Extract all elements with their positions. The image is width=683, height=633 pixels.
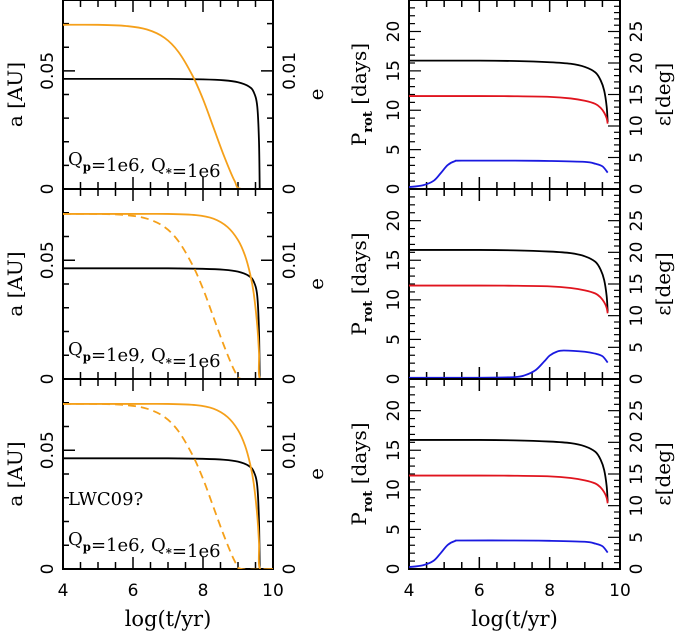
y-tick-label-right: 5 (627, 532, 647, 543)
series-line-P_red (409, 474, 609, 504)
series-line-P_rot (409, 439, 609, 502)
y-tick-label-left: 20 (384, 210, 404, 232)
y-tick-label-right: 20 (627, 52, 647, 74)
y-tick-label-right: 0 (280, 564, 300, 575)
y-tick-label-right: 15 (627, 273, 647, 295)
y-tick-label-right: 25 (627, 21, 647, 43)
y-tick-label-left: 10 (384, 289, 404, 311)
y-tick-label-right: 5 (627, 152, 647, 163)
y-tick-label-left: 0 (38, 564, 58, 575)
y-tick-label-left: 0.05 (38, 241, 58, 279)
y-axis-label-left: a [AU] (3, 251, 27, 316)
y-tick-label-right: 15 (627, 463, 647, 485)
panel-left-1: 0 0.05 0 0.01 a [AU] e Qp=1e6, Q*=1e6 (3, 0, 328, 194)
y-tick-label-left: 0 (384, 184, 404, 195)
panel-right-1: 0 5 10 15 20 0 5 10 15 20 25 Prot [days] ε[deg] (347, 0, 675, 194)
y-tick-label-right: 25 (627, 210, 647, 232)
series-line-eps (409, 539, 609, 568)
y-tick-label-left: 20 (384, 21, 404, 43)
y-tick-label-right: 10 (627, 305, 647, 327)
y-tick-label-left: 0 (384, 564, 404, 575)
x-tick-label: 8 (198, 581, 209, 601)
series-line-P_red (409, 284, 609, 314)
y-axis-label-left: Prot [days] (347, 43, 376, 146)
y-axis-label-right: e (304, 89, 328, 101)
panel-left-2: 0 0.05 0 0.01 a [AU] e Qp=1e9, Q*=1e6 (3, 188, 328, 385)
x-tick-label: 4 (404, 581, 415, 601)
series-line-P_red (409, 95, 609, 124)
y-tick-label-left: 15 (384, 439, 404, 461)
y-tick-label-left: 15 (384, 249, 404, 271)
y-tick-label-left: 10 (384, 99, 404, 121)
series-line-P_rot (409, 59, 609, 123)
y-tick-label-left: 10 (384, 479, 404, 501)
y-tick-label-right: 10 (627, 115, 647, 137)
y-axis-label-right: e (304, 468, 328, 480)
panel-right-2: 0 5 10 15 20 0 5 10 15 20 25 Prot [days] ε[deg] (347, 188, 675, 385)
y-tick-label-right: 0.01 (280, 241, 300, 279)
y-tick-label-left: 0.05 (38, 52, 58, 90)
y-tick-label-right: 0 (627, 184, 647, 195)
y-tick-label-right: 25 (627, 400, 647, 422)
y-tick-label-left: 0 (38, 184, 58, 195)
series-line-a (63, 77, 261, 189)
y-axis-label-right: ε[deg] (651, 442, 675, 505)
panel-annotation: LWC09? (68, 489, 143, 510)
panel-left-3: 0 0.05 0 0.01 a [AU] e LWC09? Qp=1e6, Q*=1e6 (3, 378, 328, 575)
series-line-e-dashed (63, 402, 273, 569)
series-line-e-dashed (63, 212, 273, 379)
y-axis-label-right: e (304, 278, 328, 290)
series-line-a (63, 267, 261, 379)
x-axis-label: log(t/yr) (125, 607, 212, 631)
x-tick-label: 8 (544, 581, 555, 601)
series-line-e (63, 402, 273, 569)
y-axis-label-right: ε[deg] (651, 252, 675, 315)
y-tick-label-right: 0 (627, 564, 647, 575)
y-tick-label-left: 5 (384, 144, 404, 155)
series-line-eps (409, 159, 609, 189)
y-axis-label-left: Prot [days] (347, 232, 376, 335)
series-line-P_rot (409, 249, 609, 312)
y-tick-label-left: 20 (384, 400, 404, 422)
panel-right-3: 0 5 10 15 20 0 5 10 15 20 25 Prot [days] ε[deg] (347, 378, 675, 575)
y-axis-label-left: Prot [days] (347, 422, 376, 525)
series-line-a (63, 457, 261, 569)
x-tick-label: 6 (128, 581, 139, 601)
y-tick-label-left: 5 (384, 334, 404, 345)
x-axis-label: log(t/yr) (471, 607, 558, 631)
panel-annotation: Qp=1e9, Q*=1e6 (68, 339, 221, 372)
y-tick-label-left: 15 (384, 60, 404, 82)
x-tick-label: 10 (609, 581, 631, 601)
series-line-e (63, 212, 273, 379)
x-tick-label: 4 (58, 581, 69, 601)
y-tick-label-right: 15 (627, 84, 647, 106)
y-tick-label-left: 0 (38, 374, 58, 385)
series-line-eps (409, 349, 609, 379)
y-tick-label-right: 0 (280, 374, 300, 385)
x-tick-label: 10 (262, 581, 284, 601)
y-axis-label-left: a [AU] (3, 62, 27, 127)
y-tick-label-right: 20 (627, 432, 647, 454)
y-tick-label-right: 0.01 (280, 52, 300, 90)
y-tick-label-left: 5 (384, 524, 404, 535)
y-tick-label-right: 0 (280, 184, 300, 195)
x-tick-label: 6 (474, 581, 485, 601)
y-tick-label-right: 5 (627, 342, 647, 353)
y-tick-label-right: 10 (627, 495, 647, 517)
y-tick-label-right: 0 (627, 374, 647, 385)
y-tick-label-left: 0 (384, 374, 404, 385)
y-axis-label-right: ε[deg] (651, 63, 675, 126)
y-tick-label-right: 20 (627, 242, 647, 264)
y-tick-label-right: 0.01 (280, 431, 300, 469)
panel-annotation: Qp=1e6, Q*=1e6 (68, 149, 221, 182)
y-axis-label-left: a [AU] (3, 441, 27, 506)
series-line-e (63, 23, 273, 189)
panel-annotation: Qp=1e6, Q*=1e6 (68, 529, 221, 562)
y-tick-label-left: 0.05 (38, 431, 58, 469)
plot-frame (408, 188, 621, 380)
